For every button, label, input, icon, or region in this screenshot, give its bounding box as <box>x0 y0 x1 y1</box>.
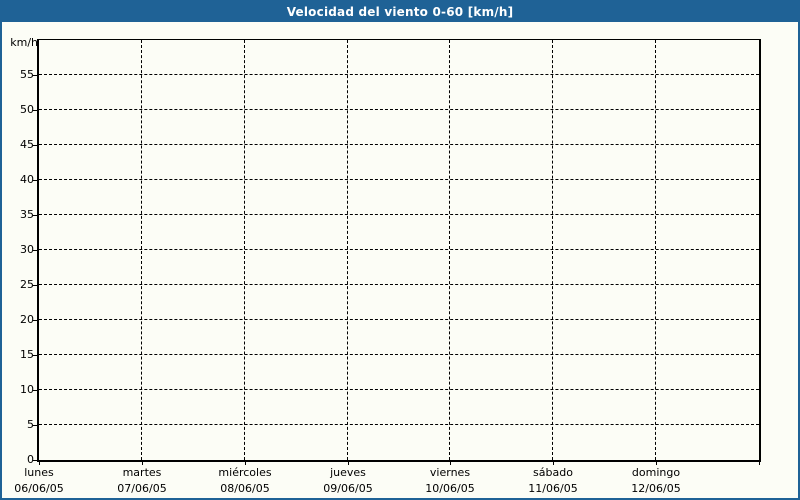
day-name-label: martes <box>122 466 162 479</box>
x-category-label: lunes 06/06/05 <box>2 465 91 497</box>
y-axis-tick <box>33 250 37 251</box>
plot-area <box>37 39 761 462</box>
y-axis-tick <box>33 460 37 461</box>
y-tick-label: 0 <box>27 453 34 466</box>
day-date-label: 11/06/05 <box>528 482 578 495</box>
day-name-label: jueves <box>330 466 366 479</box>
x-category-label: martes 07/06/05 <box>90 465 194 497</box>
y-tick-label: 40 <box>20 173 34 186</box>
x-axis-tick <box>142 461 143 465</box>
chart-title-bar: Velocidad del viento 0-60 [km/h] <box>2 2 798 22</box>
y-tick-label: 45 <box>20 138 34 151</box>
y-gridline <box>39 319 759 320</box>
y-axis-tick <box>33 320 37 321</box>
day-date-label: 07/06/05 <box>117 482 167 495</box>
y-gridline <box>39 284 759 285</box>
y-tick-label: 5 <box>27 418 34 431</box>
day-name-label: domingo <box>631 466 681 479</box>
day-name-label: viernes <box>429 466 471 479</box>
y-gridline <box>39 249 759 250</box>
x-axis-tick <box>656 461 657 465</box>
y-tick-label: 50 <box>20 103 34 116</box>
y-tick-label: 30 <box>20 243 34 256</box>
x-axis-tick <box>553 461 554 465</box>
y-gridline <box>39 389 759 390</box>
x-gridline <box>244 40 245 460</box>
day-date-label: 09/06/05 <box>323 482 373 495</box>
chart-canvas: km/h 0 5 10 15 20 25 30 35 40 45 50 55 lunes 06/06/05… <box>2 22 798 498</box>
x-axis-tick <box>348 461 349 465</box>
day-name-label: miércoles <box>218 466 272 479</box>
y-axis-unit-label: km/h <box>10 36 38 49</box>
x-category-label: domingo 12/06/05 <box>604 465 708 497</box>
day-date-label: 08/06/05 <box>220 482 270 495</box>
y-tick-label: 20 <box>20 313 34 326</box>
x-gridline <box>655 40 656 460</box>
x-axis-tick <box>450 461 451 465</box>
x-axis-tick <box>759 461 760 465</box>
y-axis-tick <box>33 425 37 426</box>
day-date-label: 06/06/05 <box>14 482 64 495</box>
y-gridline <box>39 354 759 355</box>
y-axis-tick <box>33 215 37 216</box>
y-axis-tick <box>33 390 37 391</box>
day-date-label: 12/06/05 <box>631 482 681 495</box>
x-gridline <box>347 40 348 460</box>
y-axis-tick <box>33 145 37 146</box>
y-gridline <box>39 214 759 215</box>
day-name-label: sábado <box>533 466 573 479</box>
y-gridline <box>39 109 759 110</box>
y-axis-tick <box>33 75 37 76</box>
x-category-label: jueves 09/06/05 <box>296 465 400 497</box>
day-name-label: lunes <box>24 466 54 479</box>
x-category-label: sábado 11/06/05 <box>501 465 605 497</box>
y-gridline <box>39 74 759 75</box>
y-tick-label: 25 <box>20 278 34 291</box>
y-tick-label: 35 <box>20 208 34 221</box>
y-tick-label: 15 <box>20 348 34 361</box>
x-category-label: miércoles 08/06/05 <box>193 465 297 497</box>
y-axis-tick <box>33 110 37 111</box>
y-tick-label: 55 <box>20 68 34 81</box>
chart-title: Velocidad del viento 0-60 [km/h] <box>286 5 514 19</box>
y-gridline <box>39 144 759 145</box>
x-gridline <box>141 40 142 460</box>
y-axis-tick <box>33 355 37 356</box>
y-tick-label: 10 <box>20 383 34 396</box>
day-date-label: 10/06/05 <box>425 482 475 495</box>
y-gridline <box>39 424 759 425</box>
y-axis-tick <box>33 285 37 286</box>
y-gridline <box>39 179 759 180</box>
x-axis-tick <box>39 461 40 465</box>
x-category-label: viernes 10/06/05 <box>398 465 502 497</box>
y-axis-tick <box>33 180 37 181</box>
x-gridline <box>449 40 450 460</box>
x-axis-tick <box>245 461 246 465</box>
x-gridline <box>552 40 553 460</box>
